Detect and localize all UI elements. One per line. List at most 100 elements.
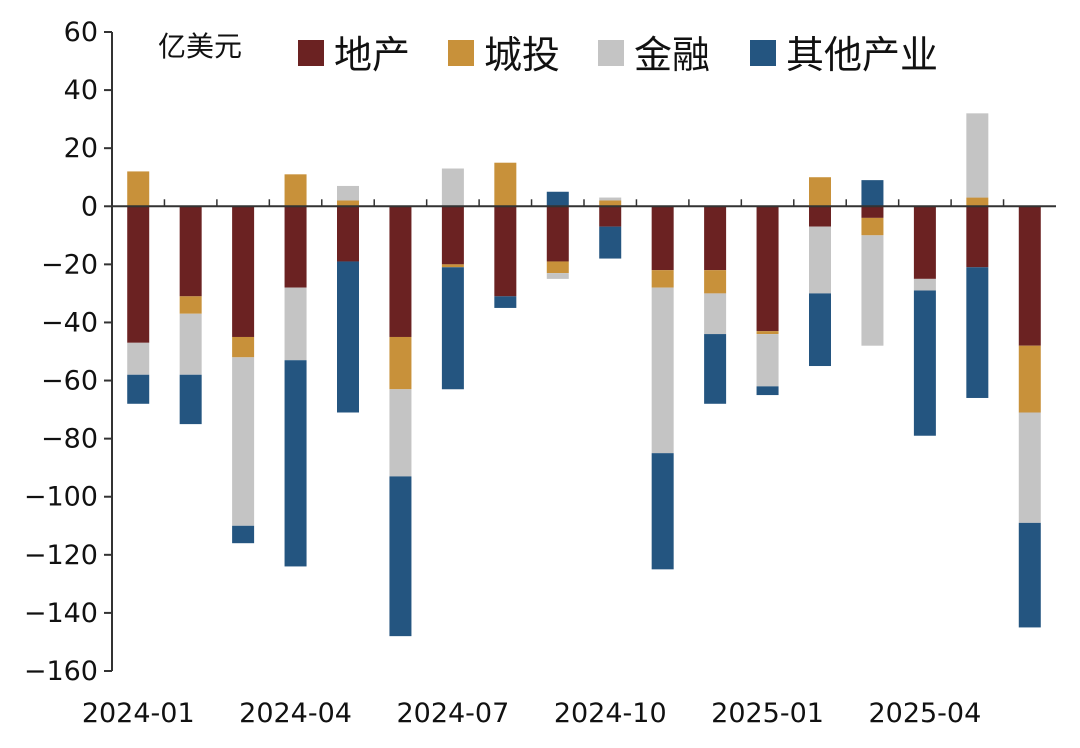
bar-segment [651, 453, 674, 570]
y-tick-label: −100 [24, 482, 98, 513]
bar-segment [337, 261, 359, 413]
y-tick-label: −80 [41, 424, 98, 455]
bar-segment [441, 168, 464, 207]
legend-swatch [298, 40, 324, 66]
bar-segment [704, 293, 727, 335]
bar-segment [809, 226, 831, 294]
y-tick-label: 40 [64, 75, 98, 106]
legend-label: 金融 [634, 33, 710, 77]
bar-segment [337, 200, 359, 207]
bar-segment [389, 476, 412, 637]
bars-layer [127, 113, 1041, 637]
bar-segment [861, 217, 884, 236]
y-tick-label: −20 [41, 249, 98, 280]
bar-segment [127, 374, 150, 404]
bar-segment [861, 180, 884, 207]
bar-segment [179, 206, 202, 297]
bar-segment [232, 525, 255, 544]
bar-segment [389, 336, 412, 390]
bar-segment [966, 197, 989, 207]
legend-swatch [448, 40, 474, 66]
bar-segment [546, 273, 569, 279]
bar-segment [179, 374, 202, 425]
bar-segment [1018, 345, 1041, 413]
bar-segment [704, 334, 727, 404]
bar-segment [704, 206, 727, 271]
bar-segment [441, 206, 464, 265]
legend-label: 地产 [334, 33, 410, 77]
x-tick-label: 2024-04 [239, 698, 352, 729]
bar-segment [913, 290, 936, 436]
bar-segment [913, 206, 936, 279]
y-tick-label: 60 [64, 17, 98, 48]
bar-segment [179, 313, 202, 375]
legend-swatch [750, 40, 776, 66]
unit-label: 亿美元 [158, 30, 242, 63]
bar-segment [704, 270, 727, 294]
legend-label: 其他产业 [786, 33, 938, 77]
bar-segment [756, 206, 779, 332]
bar-segment [966, 267, 989, 398]
bar-segment [337, 185, 359, 201]
x-tick-label: 2024-10 [554, 698, 667, 729]
bar-segment [546, 191, 569, 207]
bar-segment [966, 206, 989, 268]
bar-segment [651, 270, 674, 288]
bar-segment [232, 336, 255, 358]
y-axis-ticks: 60 40 20 0 −20 −40 −60 −80 −100 −120 −140 −160 [24, 17, 112, 687]
bar-segment [284, 287, 307, 361]
y-tick-label: −140 [24, 598, 98, 629]
bar-segment [756, 386, 779, 396]
legend: 亿美元 地产 城投 金融 其他产业 [158, 30, 938, 77]
bar-segment [809, 293, 831, 367]
bar-segment [599, 200, 622, 207]
bar-segment [1018, 522, 1041, 628]
bar-segment [599, 197, 622, 201]
bar-segment [127, 206, 150, 343]
x-tick-label: 2025-04 [868, 698, 981, 729]
bar-segment [546, 261, 569, 274]
bar-segment [494, 296, 517, 308]
bar-segment [809, 206, 831, 227]
y-tick-label: −40 [41, 307, 98, 338]
bar-segment [756, 334, 779, 387]
bar-segment [284, 206, 307, 288]
bar-segment [651, 206, 674, 271]
bar-segment [1018, 206, 1041, 346]
bar-segment [232, 206, 255, 337]
x-tick-label: 2024-01 [82, 698, 195, 729]
bar-segment [284, 360, 307, 567]
bar-segment [389, 206, 412, 337]
bar-segment [756, 331, 779, 335]
x-tick-label: 2024-07 [396, 698, 509, 729]
bar-segment [966, 113, 989, 198]
x-tick-label: 2025-01 [711, 698, 824, 729]
bar-segment [546, 206, 569, 262]
y-tick-label: −160 [24, 656, 98, 687]
y-tick-label: 0 [81, 191, 98, 222]
bar-segment [494, 162, 517, 207]
bar-segment [284, 174, 307, 207]
bar-segment [599, 206, 622, 227]
bar-segment [232, 357, 255, 526]
bar-segment [127, 342, 150, 375]
bar-segment [599, 226, 622, 259]
bar-segment [494, 206, 517, 297]
bar-segment [337, 206, 359, 262]
legend-swatch [598, 40, 624, 66]
bar-segment [913, 278, 936, 291]
y-tick-label: −120 [24, 540, 98, 571]
bar-segment [179, 296, 202, 314]
bar-segment [389, 389, 412, 477]
bar-segment [127, 171, 150, 207]
bar-segment [441, 264, 464, 268]
x-axis-ticks: 2024-01 2024-04 2024-07 2024-10 2025-01 2025-… [82, 199, 1005, 729]
bar-segment [861, 206, 884, 218]
bar-segment [809, 177, 831, 207]
y-tick-label: −60 [41, 366, 98, 397]
bar-segment [1018, 412, 1041, 523]
legend-label: 城投 [484, 33, 560, 77]
y-tick-label: 20 [64, 133, 98, 164]
bar-segment [651, 287, 674, 454]
